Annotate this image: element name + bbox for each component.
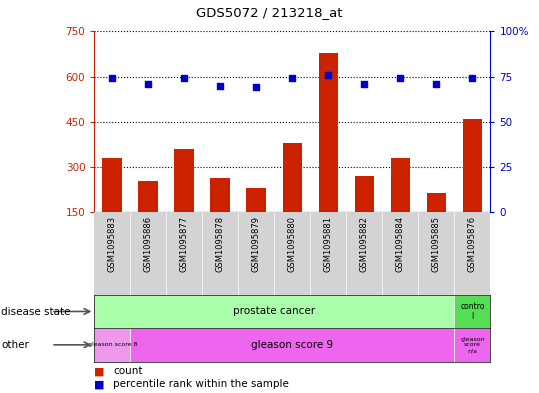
Text: GSM1095884: GSM1095884 bbox=[396, 217, 405, 272]
Text: gleason score 8: gleason score 8 bbox=[87, 342, 137, 347]
Bar bbox=[355, 176, 375, 212]
Point bbox=[252, 84, 261, 91]
Bar bbox=[102, 158, 122, 212]
Point bbox=[108, 75, 116, 82]
Text: count: count bbox=[113, 366, 143, 376]
Text: prostate cancer: prostate cancer bbox=[233, 307, 315, 316]
Bar bbox=[210, 178, 230, 212]
Bar bbox=[246, 188, 266, 212]
Bar bbox=[426, 193, 446, 212]
Bar bbox=[391, 158, 410, 212]
Bar bbox=[462, 119, 482, 212]
Bar bbox=[319, 53, 338, 212]
Text: percentile rank within the sample: percentile rank within the sample bbox=[113, 379, 289, 389]
Bar bbox=[94, 328, 130, 362]
Point bbox=[288, 75, 297, 82]
Text: GSM1095882: GSM1095882 bbox=[360, 217, 369, 272]
Text: gleason score 9: gleason score 9 bbox=[251, 340, 334, 350]
Text: disease state: disease state bbox=[1, 307, 71, 317]
Text: GSM1095878: GSM1095878 bbox=[216, 217, 225, 272]
Point bbox=[144, 81, 153, 87]
Text: GSM1095876: GSM1095876 bbox=[468, 217, 477, 272]
Point bbox=[216, 83, 225, 89]
Text: other: other bbox=[1, 340, 29, 350]
Text: GSM1095881: GSM1095881 bbox=[324, 217, 333, 272]
Text: ■: ■ bbox=[94, 379, 105, 389]
Bar bbox=[454, 295, 490, 328]
Text: GSM1095877: GSM1095877 bbox=[180, 217, 189, 272]
Bar bbox=[282, 143, 302, 212]
Bar bbox=[139, 180, 158, 212]
Text: GSM1095880: GSM1095880 bbox=[288, 217, 297, 272]
Text: GSM1095886: GSM1095886 bbox=[144, 217, 153, 272]
Point bbox=[396, 75, 405, 82]
Point bbox=[360, 81, 369, 87]
Point bbox=[468, 75, 477, 82]
Text: ■: ■ bbox=[94, 366, 105, 376]
Text: GSM1095879: GSM1095879 bbox=[252, 217, 261, 272]
Bar bbox=[175, 149, 194, 212]
Bar bbox=[454, 328, 490, 362]
Text: GSM1095883: GSM1095883 bbox=[108, 217, 117, 272]
Point bbox=[432, 81, 441, 87]
Text: GDS5072 / 213218_at: GDS5072 / 213218_at bbox=[196, 6, 343, 19]
Text: GSM1095885: GSM1095885 bbox=[432, 217, 441, 272]
Text: contro
l: contro l bbox=[460, 302, 485, 321]
Point bbox=[180, 75, 189, 82]
Text: gleason
score
n/a: gleason score n/a bbox=[460, 336, 485, 353]
Point bbox=[324, 72, 333, 78]
Bar bbox=[130, 328, 454, 362]
